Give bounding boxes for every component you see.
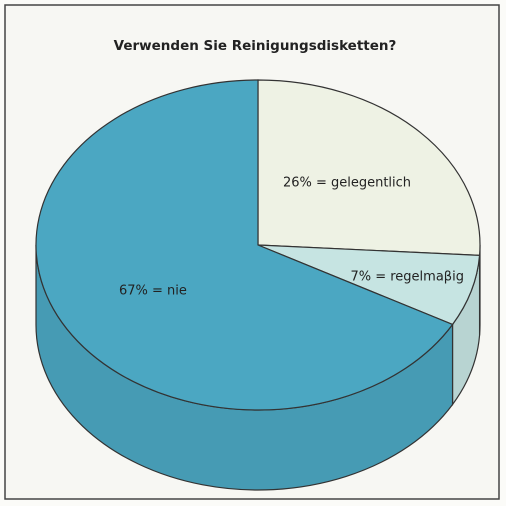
slice-label: 67% = nie (119, 284, 187, 299)
chart-title: Verwenden Sie Reinigungsdisketten? (114, 38, 397, 54)
slice-label: 7% = regelmaβig (350, 270, 464, 285)
pie: 26% = gelegentlich 7% = regelmaβig 67% = n… (35, 79, 481, 491)
slice (257, 79, 481, 256)
slice (35, 79, 454, 411)
slice-label: 26% = gelegentlich (283, 175, 411, 190)
pie-top (35, 79, 481, 411)
pie-labels: 26% = gelegentlich 7% = regelmaβig 67% = n… (119, 175, 464, 298)
